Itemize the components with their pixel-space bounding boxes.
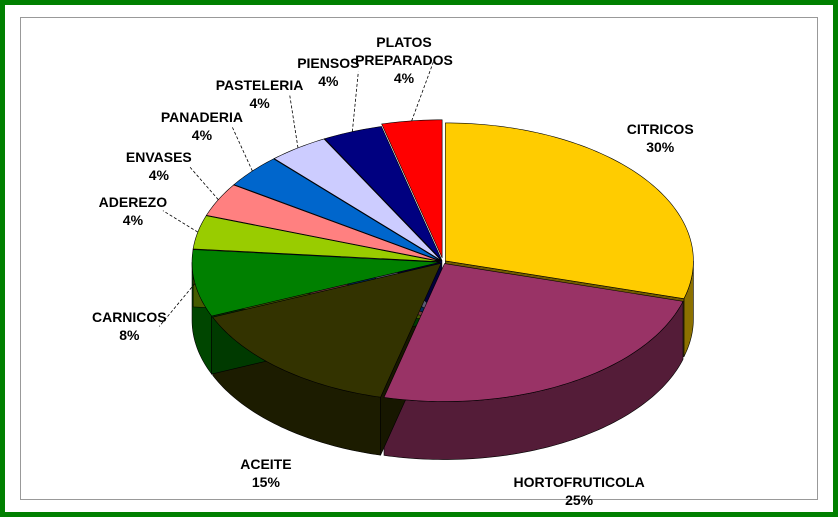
slice xyxy=(324,126,443,261)
category-label: ACEITE xyxy=(240,455,292,472)
slice-label: ADEREZO 4% xyxy=(99,193,167,229)
slice xyxy=(212,262,442,398)
slice-label: CITRICOS 30% xyxy=(627,120,694,156)
value-label: 8% xyxy=(119,327,140,344)
category-label: PASTELERIA xyxy=(215,77,304,94)
slice-label: PASTELERIA 4% xyxy=(216,76,304,112)
value-label: 15% xyxy=(251,473,280,490)
slice-label: PLATOS PREPARADOS 4% xyxy=(349,33,459,87)
slice-label: ACEITE 15% xyxy=(240,455,291,491)
value-label: 4% xyxy=(249,95,270,112)
plot-border xyxy=(20,17,818,500)
leader-line xyxy=(411,60,435,122)
leader-line xyxy=(162,210,199,233)
category-label: PLATOS PREPARADOS xyxy=(355,34,453,69)
value-label: 4% xyxy=(191,127,213,144)
leader-line xyxy=(188,165,219,200)
slice xyxy=(205,184,441,262)
value-label: 4% xyxy=(318,72,339,89)
leader-line xyxy=(231,126,253,172)
slice-label: PANADERIA 4% xyxy=(161,108,243,144)
category-label: HORTOFRUTICOLA xyxy=(513,474,645,491)
category-label: CARNICOS xyxy=(91,309,167,326)
value-label: 4% xyxy=(148,166,169,183)
value-label: 30% xyxy=(646,139,675,156)
slice xyxy=(273,138,442,261)
slice xyxy=(381,119,443,258)
slice-label: CARNICOS 8% xyxy=(92,308,167,344)
category-label: ENVASES xyxy=(125,148,192,165)
leader-line xyxy=(159,283,196,327)
slice xyxy=(233,158,441,262)
slice xyxy=(383,263,684,402)
slice-label: HORTOFRUTICOLA 25% xyxy=(514,473,645,509)
category-label: PIENSOS xyxy=(297,54,360,71)
slice xyxy=(191,249,441,317)
slice-label: ENVASES 4% xyxy=(126,148,192,184)
value-label: 25% xyxy=(565,492,594,509)
leader-line xyxy=(289,94,299,148)
category-label: ADEREZO xyxy=(98,193,168,210)
slice xyxy=(445,122,694,300)
slice xyxy=(192,215,441,262)
value-label: 4% xyxy=(122,211,144,228)
category-label: PANADERIA xyxy=(160,109,244,126)
value-label: 4% xyxy=(393,70,415,87)
slice-label: PIENSOS 4% xyxy=(297,54,359,90)
category-label: CITRICOS xyxy=(626,121,694,138)
leader-line xyxy=(351,71,359,132)
